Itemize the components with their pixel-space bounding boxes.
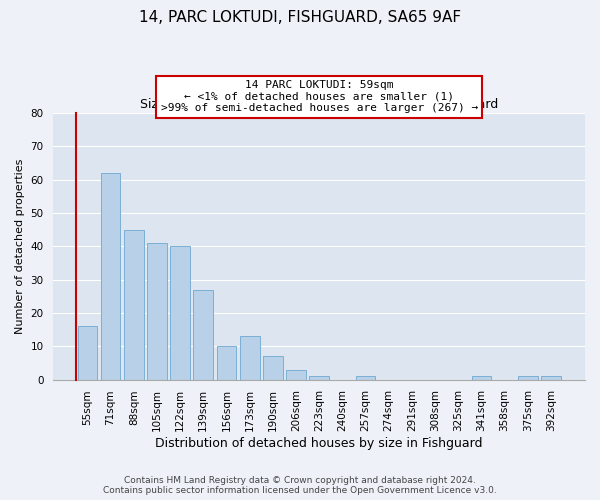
- Title: Size of property relative to detached houses in Fishguard: Size of property relative to detached ho…: [140, 98, 499, 110]
- Bar: [240, 336, 260, 380]
- Bar: [472, 376, 491, 380]
- Bar: [124, 230, 143, 380]
- Bar: [217, 346, 236, 380]
- Bar: [77, 326, 97, 380]
- Bar: [518, 376, 538, 380]
- Bar: [147, 243, 167, 380]
- Bar: [101, 173, 121, 380]
- Y-axis label: Number of detached properties: Number of detached properties: [15, 158, 25, 334]
- Bar: [263, 356, 283, 380]
- Bar: [170, 246, 190, 380]
- Bar: [286, 370, 306, 380]
- Text: Contains HM Land Registry data © Crown copyright and database right 2024.
Contai: Contains HM Land Registry data © Crown c…: [103, 476, 497, 495]
- Bar: [193, 290, 213, 380]
- Bar: [356, 376, 376, 380]
- Text: 14 PARC LOKTUDI: 59sqm
← <1% of detached houses are smaller (1)
>99% of semi-det: 14 PARC LOKTUDI: 59sqm ← <1% of detached…: [161, 80, 478, 113]
- Text: 14, PARC LOKTUDI, FISHGUARD, SA65 9AF: 14, PARC LOKTUDI, FISHGUARD, SA65 9AF: [139, 10, 461, 25]
- Bar: [541, 376, 561, 380]
- Bar: [310, 376, 329, 380]
- X-axis label: Distribution of detached houses by size in Fishguard: Distribution of detached houses by size …: [155, 437, 483, 450]
